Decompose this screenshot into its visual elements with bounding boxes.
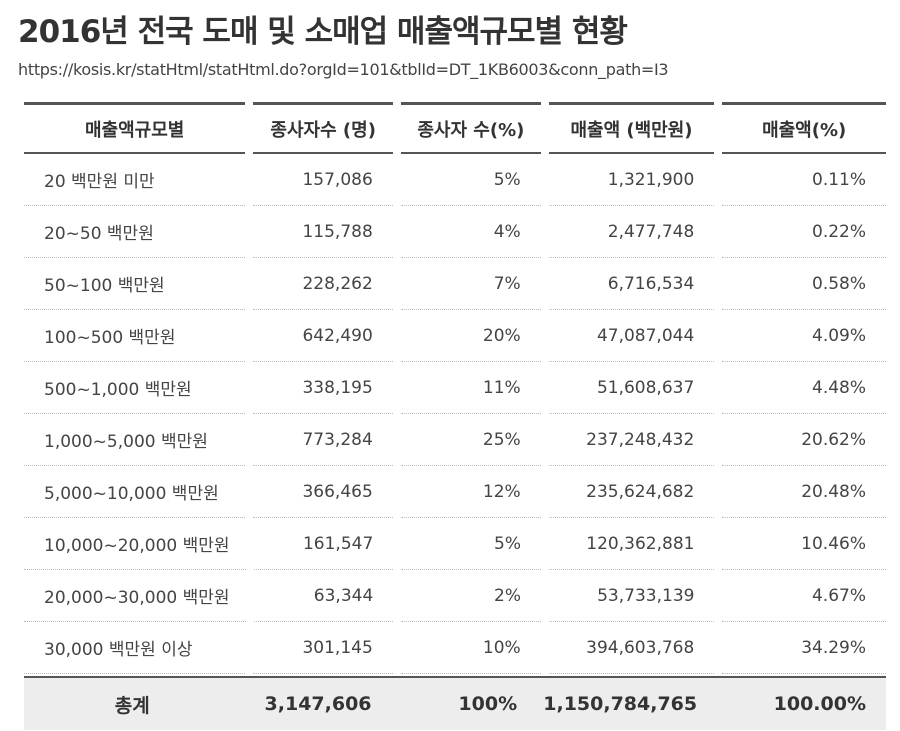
total-cell: 100% [458, 693, 518, 715]
column-header: 종사자수 (명) [253, 102, 394, 154]
column-header: 매출액규모별 [24, 102, 246, 154]
row-label: 5,000~10,000 백만원 [24, 466, 245, 518]
table-row: 100~500 백만원 642,490 20% 47,087,044 4.09% [24, 310, 887, 362]
table-cell: 51,608,637 [548, 362, 715, 414]
row-label: 500~1,000 백만원 [24, 362, 245, 414]
table-row: 10,000~20,000 백만원 161,547 5% 120,362,881 10.… [24, 518, 886, 570]
table-row: 5,000~10,000 백만원 366,465 12% 235,624,682 20.… [24, 466, 887, 518]
table-cell: 10.46% [722, 518, 886, 570]
table-row: 20 백만원 미만 157,086 5% 1,321,900 0.11% [24, 154, 887, 206]
row-label: 10,000~20,000 백만원 [24, 518, 246, 570]
table-cell: 235,624,682 [548, 466, 715, 518]
table-cell: 366,465 [252, 466, 393, 518]
table-cell: 115,788 [252, 206, 393, 258]
table-cell: 228,262 [252, 258, 393, 310]
table-row: 1,000~5,000 백만원 773,284 25% 237,248,432 20.6… [24, 414, 887, 466]
table-cell: 63,344 [253, 570, 394, 622]
total-cell: 1,150,784,765 [543, 693, 698, 715]
table-cell: 1,321,900 [548, 154, 715, 206]
table-cell: 0.22% [722, 206, 887, 258]
table-cell: 394,603,768 [548, 622, 715, 674]
table-row: 50~100 백만원 228,262 7% 6,716,534 0.58% [24, 258, 887, 310]
table-cell: 0.58% [722, 258, 887, 310]
table-cell: 2,477,748 [548, 206, 715, 258]
table-cell: 12% [400, 466, 541, 518]
column-header: 매출액(%) [722, 102, 886, 154]
table-cell: 5% [401, 518, 542, 570]
row-label: 50~100 백만원 [24, 258, 245, 310]
sales-table: 매출액규모별 종사자수 (명) 종사자 수(%) 매출액 (백만원) 매출액(%… [24, 102, 887, 730]
table-cell: 20% [400, 310, 541, 362]
table-cell: 301,145 [252, 622, 393, 674]
column-header: 매출액 (백만원) [548, 102, 715, 154]
table-cell: 25% [400, 414, 541, 466]
table-cell: 161,547 [253, 518, 394, 570]
table-cell: 4.48% [722, 362, 887, 414]
table-cell: 11% [400, 362, 541, 414]
table-cell: 4.09% [722, 310, 887, 362]
table-cell: 157,086 [252, 154, 393, 206]
table-row: 20,000~30,000 백만원 63,344 2% 53,733,139 4.67% [24, 570, 886, 622]
table-cell: 6,716,534 [548, 258, 715, 310]
total-cell: 100.00% [773, 693, 866, 715]
table-cell: 7% [400, 258, 541, 310]
table-cell: 20.62% [722, 414, 887, 466]
column-header: 종사자 수(%) [401, 102, 541, 154]
table-cell: 20.48% [722, 466, 887, 518]
table-cell: 4% [400, 206, 541, 258]
table-cell: 5% [400, 154, 541, 206]
table-cell: 237,248,432 [548, 414, 715, 466]
source-url: https://kosis.kr/statHtml/statHtml.do?or… [18, 60, 669, 79]
table-cell: 47,087,044 [548, 310, 715, 362]
total-cell: 3,147,606 [264, 693, 372, 715]
page-title: 2016년 전국 도매 및 소매업 매출액규모별 현황 [18, 14, 628, 50]
table-cell: 0.11% [722, 154, 887, 206]
table-cell: 53,733,139 [549, 570, 715, 622]
table-cell: 2% [401, 570, 542, 622]
table-cell: 4.67% [722, 570, 886, 622]
row-label: 30,000 백만원 이상 [24, 622, 245, 674]
table-cell: 773,284 [252, 414, 393, 466]
total-label: 총계 [114, 694, 150, 717]
row-label: 20,000~30,000 백만원 [24, 570, 246, 622]
row-label: 20 백만원 미만 [24, 154, 245, 206]
table-cell: 120,362,881 [549, 518, 715, 570]
table-row: 30,000 백만원 이상 301,145 10% 394,603,768 34.29% [24, 622, 887, 674]
table-row: 20~50 백만원 115,788 4% 2,477,748 0.22% [24, 206, 887, 258]
row-label: 100~500 백만원 [24, 310, 245, 362]
row-label: 20~50 백만원 [24, 206, 245, 258]
table-cell: 10% [400, 622, 541, 674]
row-label: 1,000~5,000 백만원 [24, 414, 245, 466]
table-header: 매출액규모별 종사자수 (명) 종사자 수(%) 매출액 (백만원) 매출액(%… [24, 102, 886, 154]
table-cell: 34.29% [722, 622, 887, 674]
table-cell: 338,195 [252, 362, 393, 414]
total-row: 총계 3,147,606 100% 1,150,784,765 100.00% [24, 676, 886, 730]
table-cell: 642,490 [252, 310, 393, 362]
table-body: 20 백만원 미만 157,086 5% 1,321,900 0.11% 20~50 백만… [24, 154, 887, 674]
table-row: 500~1,000 백만원 338,195 11% 51,608,637 4.48% [24, 362, 887, 414]
